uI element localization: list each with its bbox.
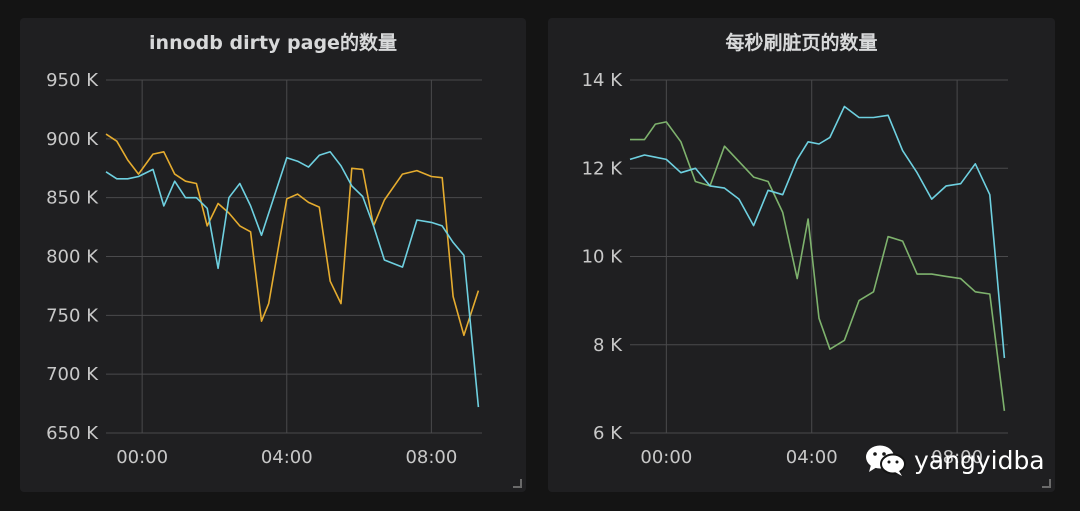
y-tick-label: 8 K [593, 335, 623, 356]
series-line-1 [629, 105, 1006, 359]
y-tick-label: 10 K [582, 247, 624, 268]
series-line-0 [630, 121, 1006, 411]
y-tick-label: 750 K [46, 305, 99, 326]
series-line-0 [105, 133, 480, 337]
y-tick-label: 900 K [46, 129, 99, 150]
watermark: yangyidba [864, 443, 1045, 477]
line-chart-dirty-pages: 950 K 900 K 850 K 800 K 750 K 700 K 650 K 00:00… [46, 70, 482, 468]
y-tick-label: 650 K [46, 423, 99, 444]
x-tick-label: 04:00 [261, 447, 313, 468]
line-chart-flush-rate: 14 K 12 K 10 K 8 K 6 K 00:00 04:00 08:00 [582, 70, 1008, 468]
chart-title[interactable]: innodb dirty page的数量 [149, 32, 397, 54]
chart-panel-dirty-pages: innodb dirty page的数量 950 K 900 K 850 K 800 … [20, 18, 526, 492]
y-tick-label: 850 K [46, 188, 99, 209]
chart-panel-flush-rate: 每秒刷脏页的数量 14 K 12 K 10 K 8 K 6 K 00:00 04:00 08:… [548, 18, 1055, 492]
chart-title[interactable]: 每秒刷脏页的数量 [725, 32, 878, 54]
resize-handle[interactable] [1042, 479, 1051, 488]
y-tick-label: 700 K [46, 364, 99, 385]
y-tick-label: 14 K [582, 70, 624, 91]
x-tick-label: 00:00 [640, 447, 692, 468]
x-tick-label: 00:00 [116, 447, 168, 468]
resize-handle[interactable] [513, 479, 522, 488]
x-tick-label: 08:00 [405, 447, 457, 468]
wechat-icon [866, 445, 906, 476]
y-tick-label: 12 K [582, 158, 624, 179]
y-tick-label: 6 K [593, 423, 623, 444]
series-line-1 [105, 151, 480, 408]
y-tick-label: 800 K [46, 247, 99, 268]
x-tick-label: 08:00 [931, 447, 983, 468]
y-tick-label: 950 K [46, 70, 99, 91]
watermark-text: yangyidba [914, 445, 1045, 475]
x-tick-label: 04:00 [786, 447, 838, 468]
